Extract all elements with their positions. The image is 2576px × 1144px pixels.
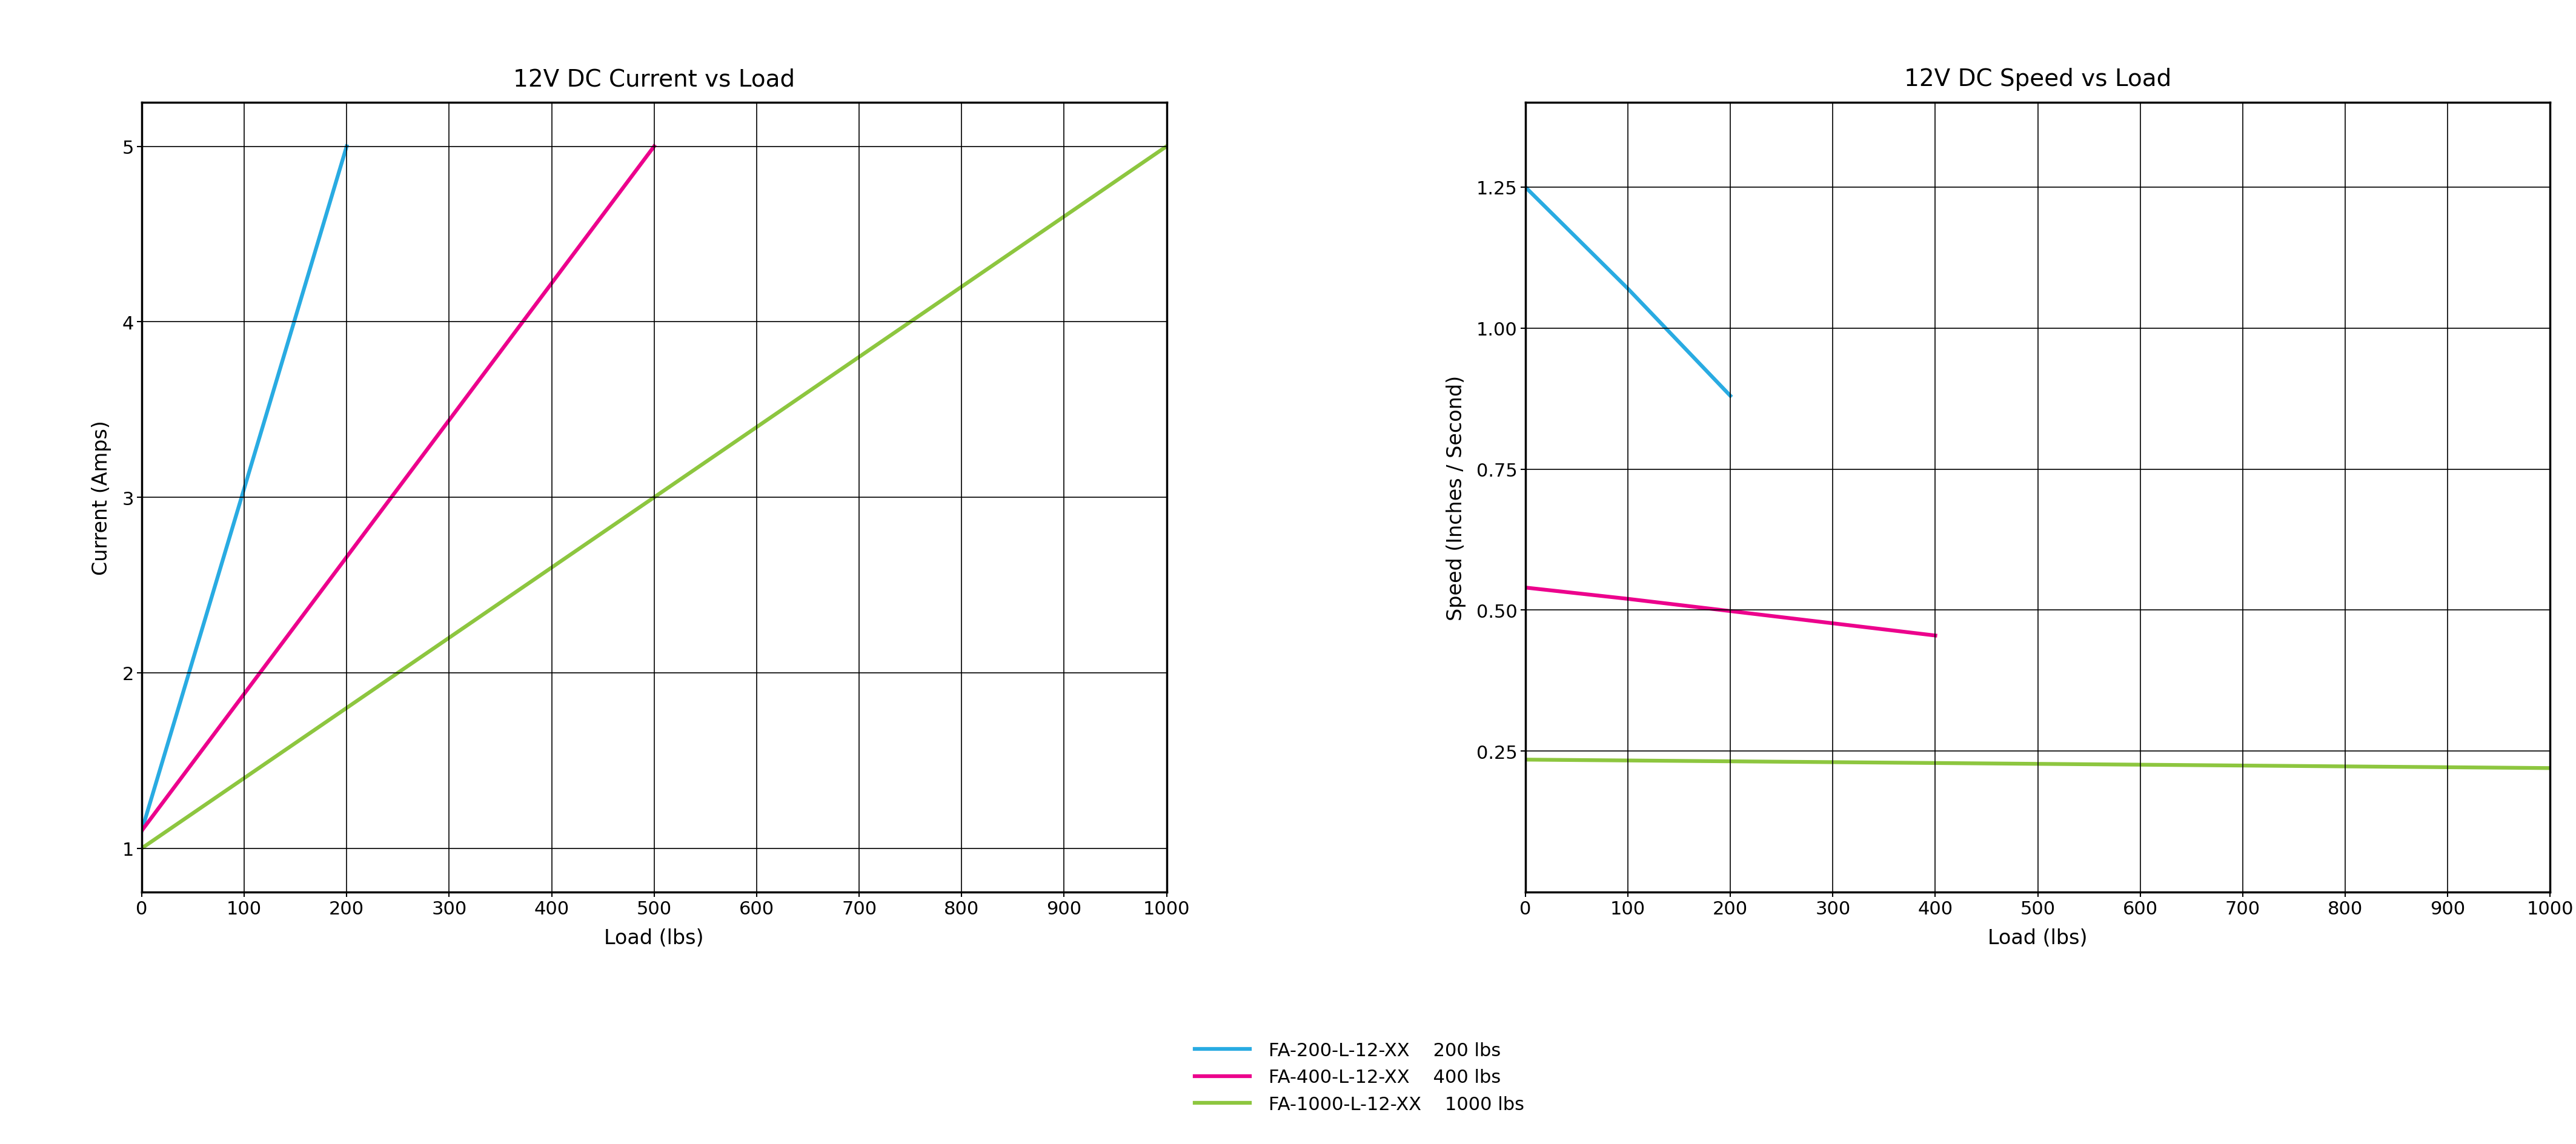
X-axis label: Load (lbs): Load (lbs) xyxy=(605,928,703,948)
Legend: FA-200-L-12-XX    200 lbs, FA-400-L-12-XX    400 lbs, FA-1000-L-12-XX    1000 lb: FA-200-L-12-XX 200 lbs, FA-400-L-12-XX 4… xyxy=(1188,1034,1533,1120)
Title: 12V DC Speed vs Load: 12V DC Speed vs Load xyxy=(1904,67,2172,92)
Y-axis label: Speed (Inches / Second): Speed (Inches / Second) xyxy=(1445,375,1466,620)
X-axis label: Load (lbs): Load (lbs) xyxy=(1989,928,2087,948)
Title: 12V DC Current vs Load: 12V DC Current vs Load xyxy=(513,67,796,92)
Legend: FA-200-L-12-XX    200 lbs, FA-400-L-12-XX    400 lbs, FA-1000-L-12-XX    1000 lb: FA-200-L-12-XX 200 lbs, FA-400-L-12-XX 4… xyxy=(2571,1034,2576,1120)
Y-axis label: Current (Amps): Current (Amps) xyxy=(93,420,111,575)
